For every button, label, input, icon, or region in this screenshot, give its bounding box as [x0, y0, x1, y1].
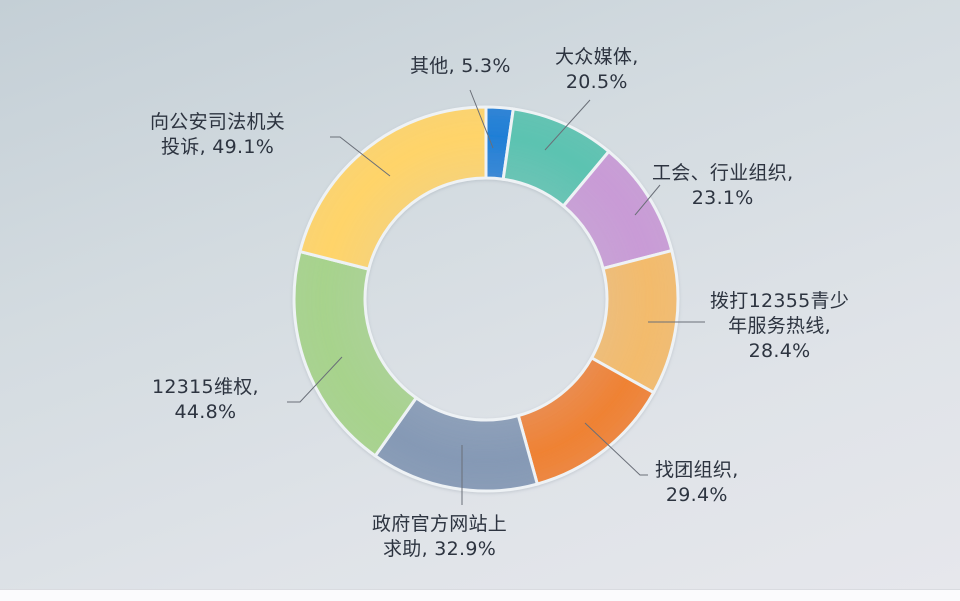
- label-text-2: 年服务热线,: [728, 315, 831, 337]
- label-text: 大众媒体,: [555, 46, 639, 68]
- leader-line: [634, 184, 661, 216]
- label-value: 投诉, 49.1%: [160, 136, 275, 158]
- label-text: 其他, 5.3%: [410, 55, 511, 77]
- leader-line: [287, 356, 343, 403]
- segment-police-judicial: [298, 105, 488, 271]
- label-value: 求助, 32.9%: [382, 538, 497, 560]
- label-12315: 12315维权, 44.8%: [152, 375, 259, 425]
- label-text: 政府官方网站上: [372, 513, 508, 535]
- leader-line: [330, 136, 391, 177]
- label-text: 拨打12355青少: [710, 290, 850, 312]
- label-value: 29.4%: [665, 484, 728, 506]
- label-police-judicial: 向公安司法机关 投诉, 49.1%: [150, 110, 285, 160]
- label-value: 23.1%: [691, 187, 754, 209]
- label-text: 找团组织,: [655, 459, 739, 481]
- leader-line: [544, 99, 591, 151]
- label-youth-league: 找团组织, 29.4%: [655, 458, 739, 508]
- leader-line: [584, 422, 648, 476]
- label-text: 向公安司法机关: [150, 111, 286, 133]
- label-value: 20.5%: [565, 71, 628, 93]
- segment-12315: [292, 249, 419, 458]
- label-text: 12315维权,: [152, 376, 259, 398]
- label-text: 工会、行业组织,: [652, 162, 794, 184]
- label-value: 44.8%: [174, 401, 237, 423]
- label-12355-hotline: 拨打12355青少 年服务热线, 28.4%: [710, 289, 849, 364]
- label-gov-website: 政府官方网站上 求助, 32.9%: [372, 512, 507, 562]
- label-union-industry: 工会、行业组织, 23.1%: [652, 161, 793, 211]
- label-mass-media: 大众媒体, 20.5%: [555, 45, 639, 95]
- leader-line: [469, 89, 494, 149]
- label-value: 28.4%: [748, 340, 811, 362]
- label-other: 其他, 5.3%: [410, 54, 511, 79]
- bottom-strip: [0, 589, 960, 601]
